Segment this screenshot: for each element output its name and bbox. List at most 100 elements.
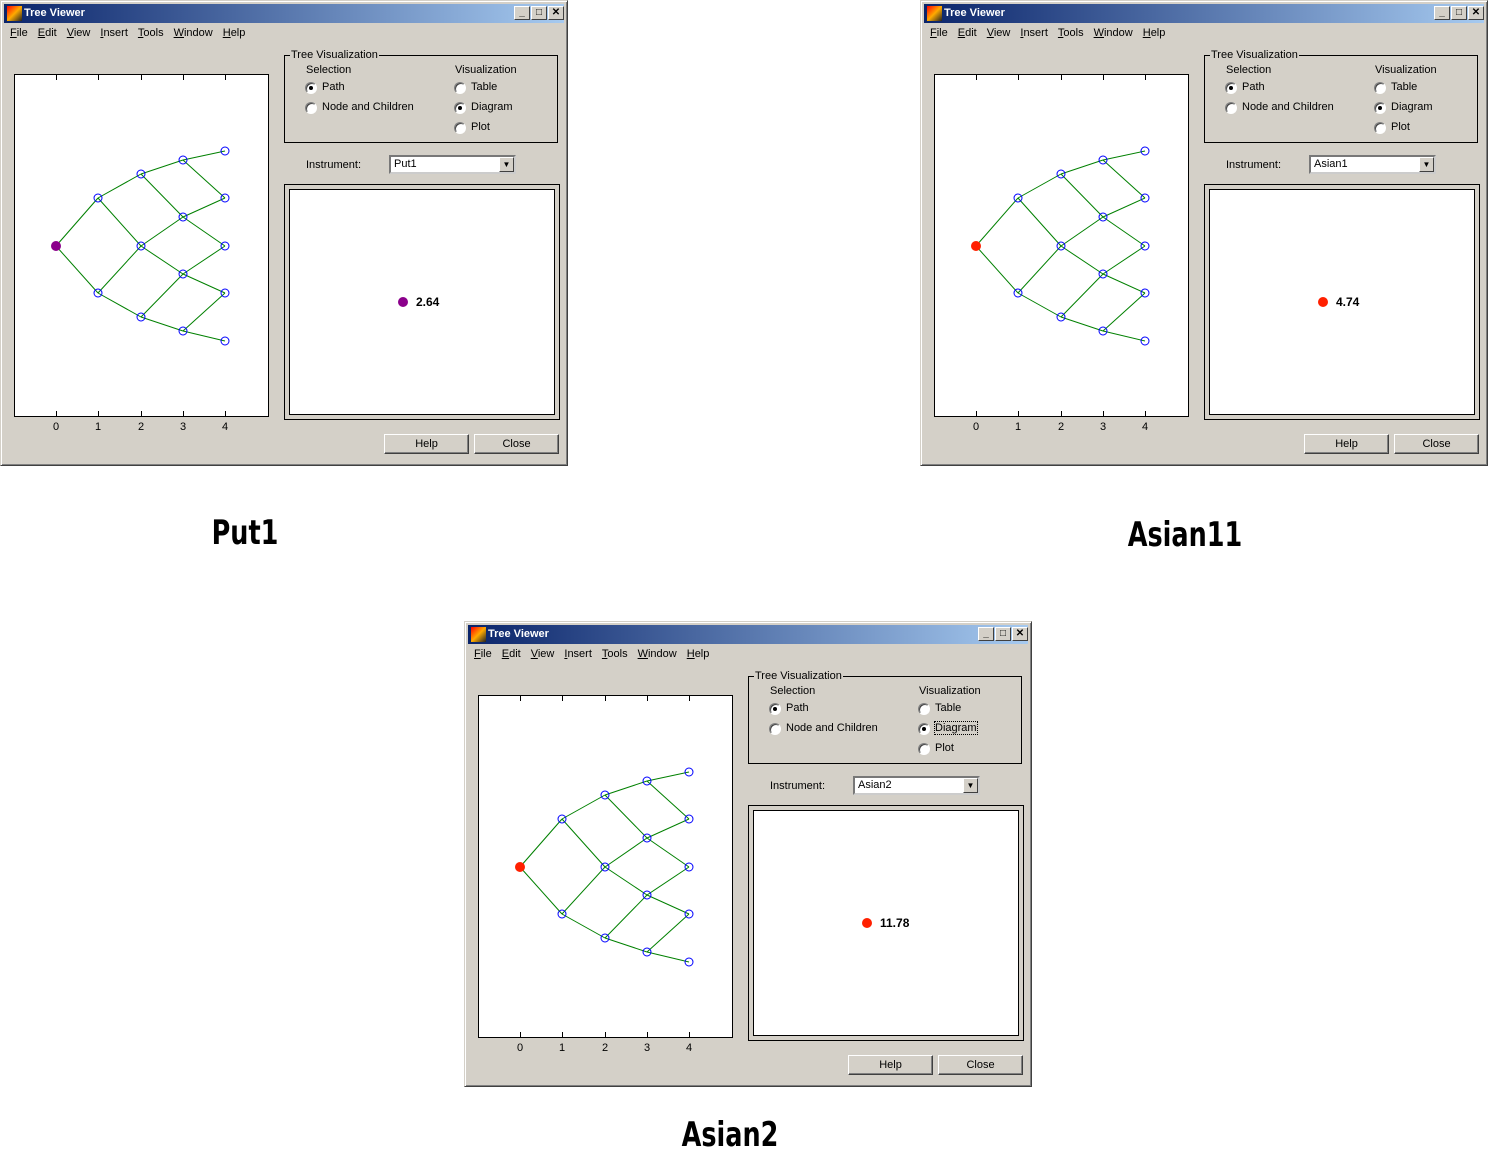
radio-path[interactable]: [1225, 82, 1237, 94]
instrument-value: Asian2: [858, 779, 892, 791]
tree-edge: [97, 245, 142, 294]
maximize-button[interactable]: □: [1451, 6, 1467, 20]
radio-table[interactable]: [1374, 82, 1386, 94]
radio-label[interactable]: Diagram: [471, 101, 513, 113]
menu-insert[interactable]: Insert: [1020, 27, 1048, 39]
tree-node: [684, 909, 694, 919]
close-button[interactable]: Close: [938, 1055, 1023, 1075]
tree-edge: [182, 273, 226, 294]
radio-table[interactable]: [454, 82, 466, 94]
menu-edit[interactable]: Edit: [957, 27, 977, 39]
radio-plot[interactable]: [454, 122, 466, 134]
radio-path[interactable]: [305, 82, 317, 94]
menu-help[interactable]: Help: [1142, 27, 1166, 39]
menu-edit[interactable]: Edit: [37, 27, 57, 39]
radio-label[interactable]: Path: [786, 702, 809, 714]
selection-label: Selection: [1226, 64, 1272, 76]
menu-view[interactable]: View: [530, 648, 555, 660]
tree-edge: [1060, 216, 1104, 247]
radio-node-and-children[interactable]: [1225, 102, 1237, 114]
instrument-dropdown[interactable]: Asian2 ▼: [853, 776, 980, 795]
instrument-dropdown[interactable]: Put1 ▼: [389, 155, 516, 174]
chevron-down-icon[interactable]: ▼: [1419, 157, 1434, 172]
menu-window[interactable]: Window: [637, 648, 677, 660]
menu-file[interactable]: File: [930, 27, 948, 39]
close-button[interactable]: Close: [474, 434, 559, 454]
menu-help[interactable]: Help: [222, 27, 246, 39]
menu-view[interactable]: View: [66, 27, 91, 39]
radio-label[interactable]: Plot: [471, 121, 490, 133]
close-window-button[interactable]: ✕: [1468, 6, 1484, 20]
menu-insert[interactable]: Insert: [100, 27, 128, 39]
chevron-down-icon[interactable]: ▼: [963, 778, 978, 793]
radio-label[interactable]: Node and Children: [786, 722, 878, 734]
minimize-button[interactable]: _: [1434, 6, 1450, 20]
radio-label[interactable]: Diagram: [1391, 101, 1433, 113]
x-tick-label: 4: [221, 421, 229, 433]
maximize-button[interactable]: □: [995, 627, 1011, 641]
menu-tools[interactable]: Tools: [601, 648, 628, 660]
radio-label[interactable]: Diagram: [934, 721, 978, 735]
menu-insert[interactable]: Insert: [564, 648, 592, 660]
title-bar[interactable]: Tree Viewer: [4, 4, 564, 23]
tree-visualization-group: [748, 676, 1022, 764]
minimize-button[interactable]: _: [978, 627, 994, 641]
menu-view[interactable]: View: [986, 27, 1011, 39]
radio-label[interactable]: Table: [935, 702, 962, 714]
tree-node: [220, 241, 230, 251]
close-window-button[interactable]: ✕: [548, 6, 564, 20]
radio-label[interactable]: Table: [471, 81, 498, 93]
radio-plot[interactable]: [1374, 122, 1386, 134]
menu-window[interactable]: Window: [1093, 27, 1133, 39]
x-tick-bottom: [976, 411, 977, 416]
tree-node: [136, 241, 146, 251]
tree-edge: [1017, 245, 1062, 294]
close-button[interactable]: Close: [1394, 434, 1479, 454]
title-bar[interactable]: Tree Viewer: [924, 4, 1484, 23]
radio-label[interactable]: Node and Children: [322, 101, 414, 113]
menu-help[interactable]: Help: [686, 648, 710, 660]
tree-diagram: [515, 767, 694, 967]
menu-edit[interactable]: Edit: [501, 648, 521, 660]
instrument-label: Instrument:: [1226, 159, 1282, 171]
help-button[interactable]: Help: [848, 1055, 933, 1075]
tree-edge: [1060, 159, 1104, 175]
radio-label[interactable]: Plot: [1391, 121, 1410, 133]
radio-diagram[interactable]: [454, 102, 466, 114]
menu-tools[interactable]: Tools: [1057, 27, 1084, 39]
menu-tools[interactable]: Tools: [137, 27, 164, 39]
tree-node: [600, 862, 610, 872]
radio-label[interactable]: Path: [322, 81, 345, 93]
radio-diagram[interactable]: [1374, 102, 1386, 114]
maximize-button[interactable]: □: [531, 6, 547, 20]
radio-label[interactable]: Path: [1242, 81, 1265, 93]
menu-file[interactable]: File: [474, 648, 492, 660]
x-tick-label: 4: [1141, 421, 1149, 433]
title-bar[interactable]: Tree Viewer: [468, 625, 1028, 644]
tree-node: [1098, 155, 1108, 165]
radio-label[interactable]: Plot: [935, 742, 954, 754]
chevron-down-icon[interactable]: ▼: [499, 157, 514, 172]
x-tick-label: 0: [516, 1042, 524, 1054]
help-button[interactable]: Help: [384, 434, 469, 454]
help-button[interactable]: Help: [1304, 434, 1389, 454]
menu-window[interactable]: Window: [173, 27, 213, 39]
radio-node-and-children[interactable]: [769, 723, 781, 735]
tree-edge: [182, 292, 226, 332]
menu-file[interactable]: File: [10, 27, 28, 39]
radio-path[interactable]: [769, 703, 781, 715]
radio-table[interactable]: [918, 703, 930, 715]
tree-edge: [97, 292, 142, 318]
radio-label[interactable]: Node and Children: [1242, 101, 1334, 113]
close-window-button[interactable]: ✕: [1012, 627, 1028, 641]
x-tick-label: 3: [179, 421, 187, 433]
x-tick-top: [1018, 75, 1019, 80]
diagram-display: 4.74: [1209, 189, 1475, 415]
minimize-button[interactable]: _: [514, 6, 530, 20]
radio-plot[interactable]: [918, 743, 930, 755]
instrument-dropdown[interactable]: Asian1 ▼: [1309, 155, 1436, 174]
radio-diagram[interactable]: [918, 723, 930, 735]
x-tick-bottom: [225, 411, 226, 416]
radio-label[interactable]: Table: [1391, 81, 1418, 93]
radio-node-and-children[interactable]: [305, 102, 317, 114]
